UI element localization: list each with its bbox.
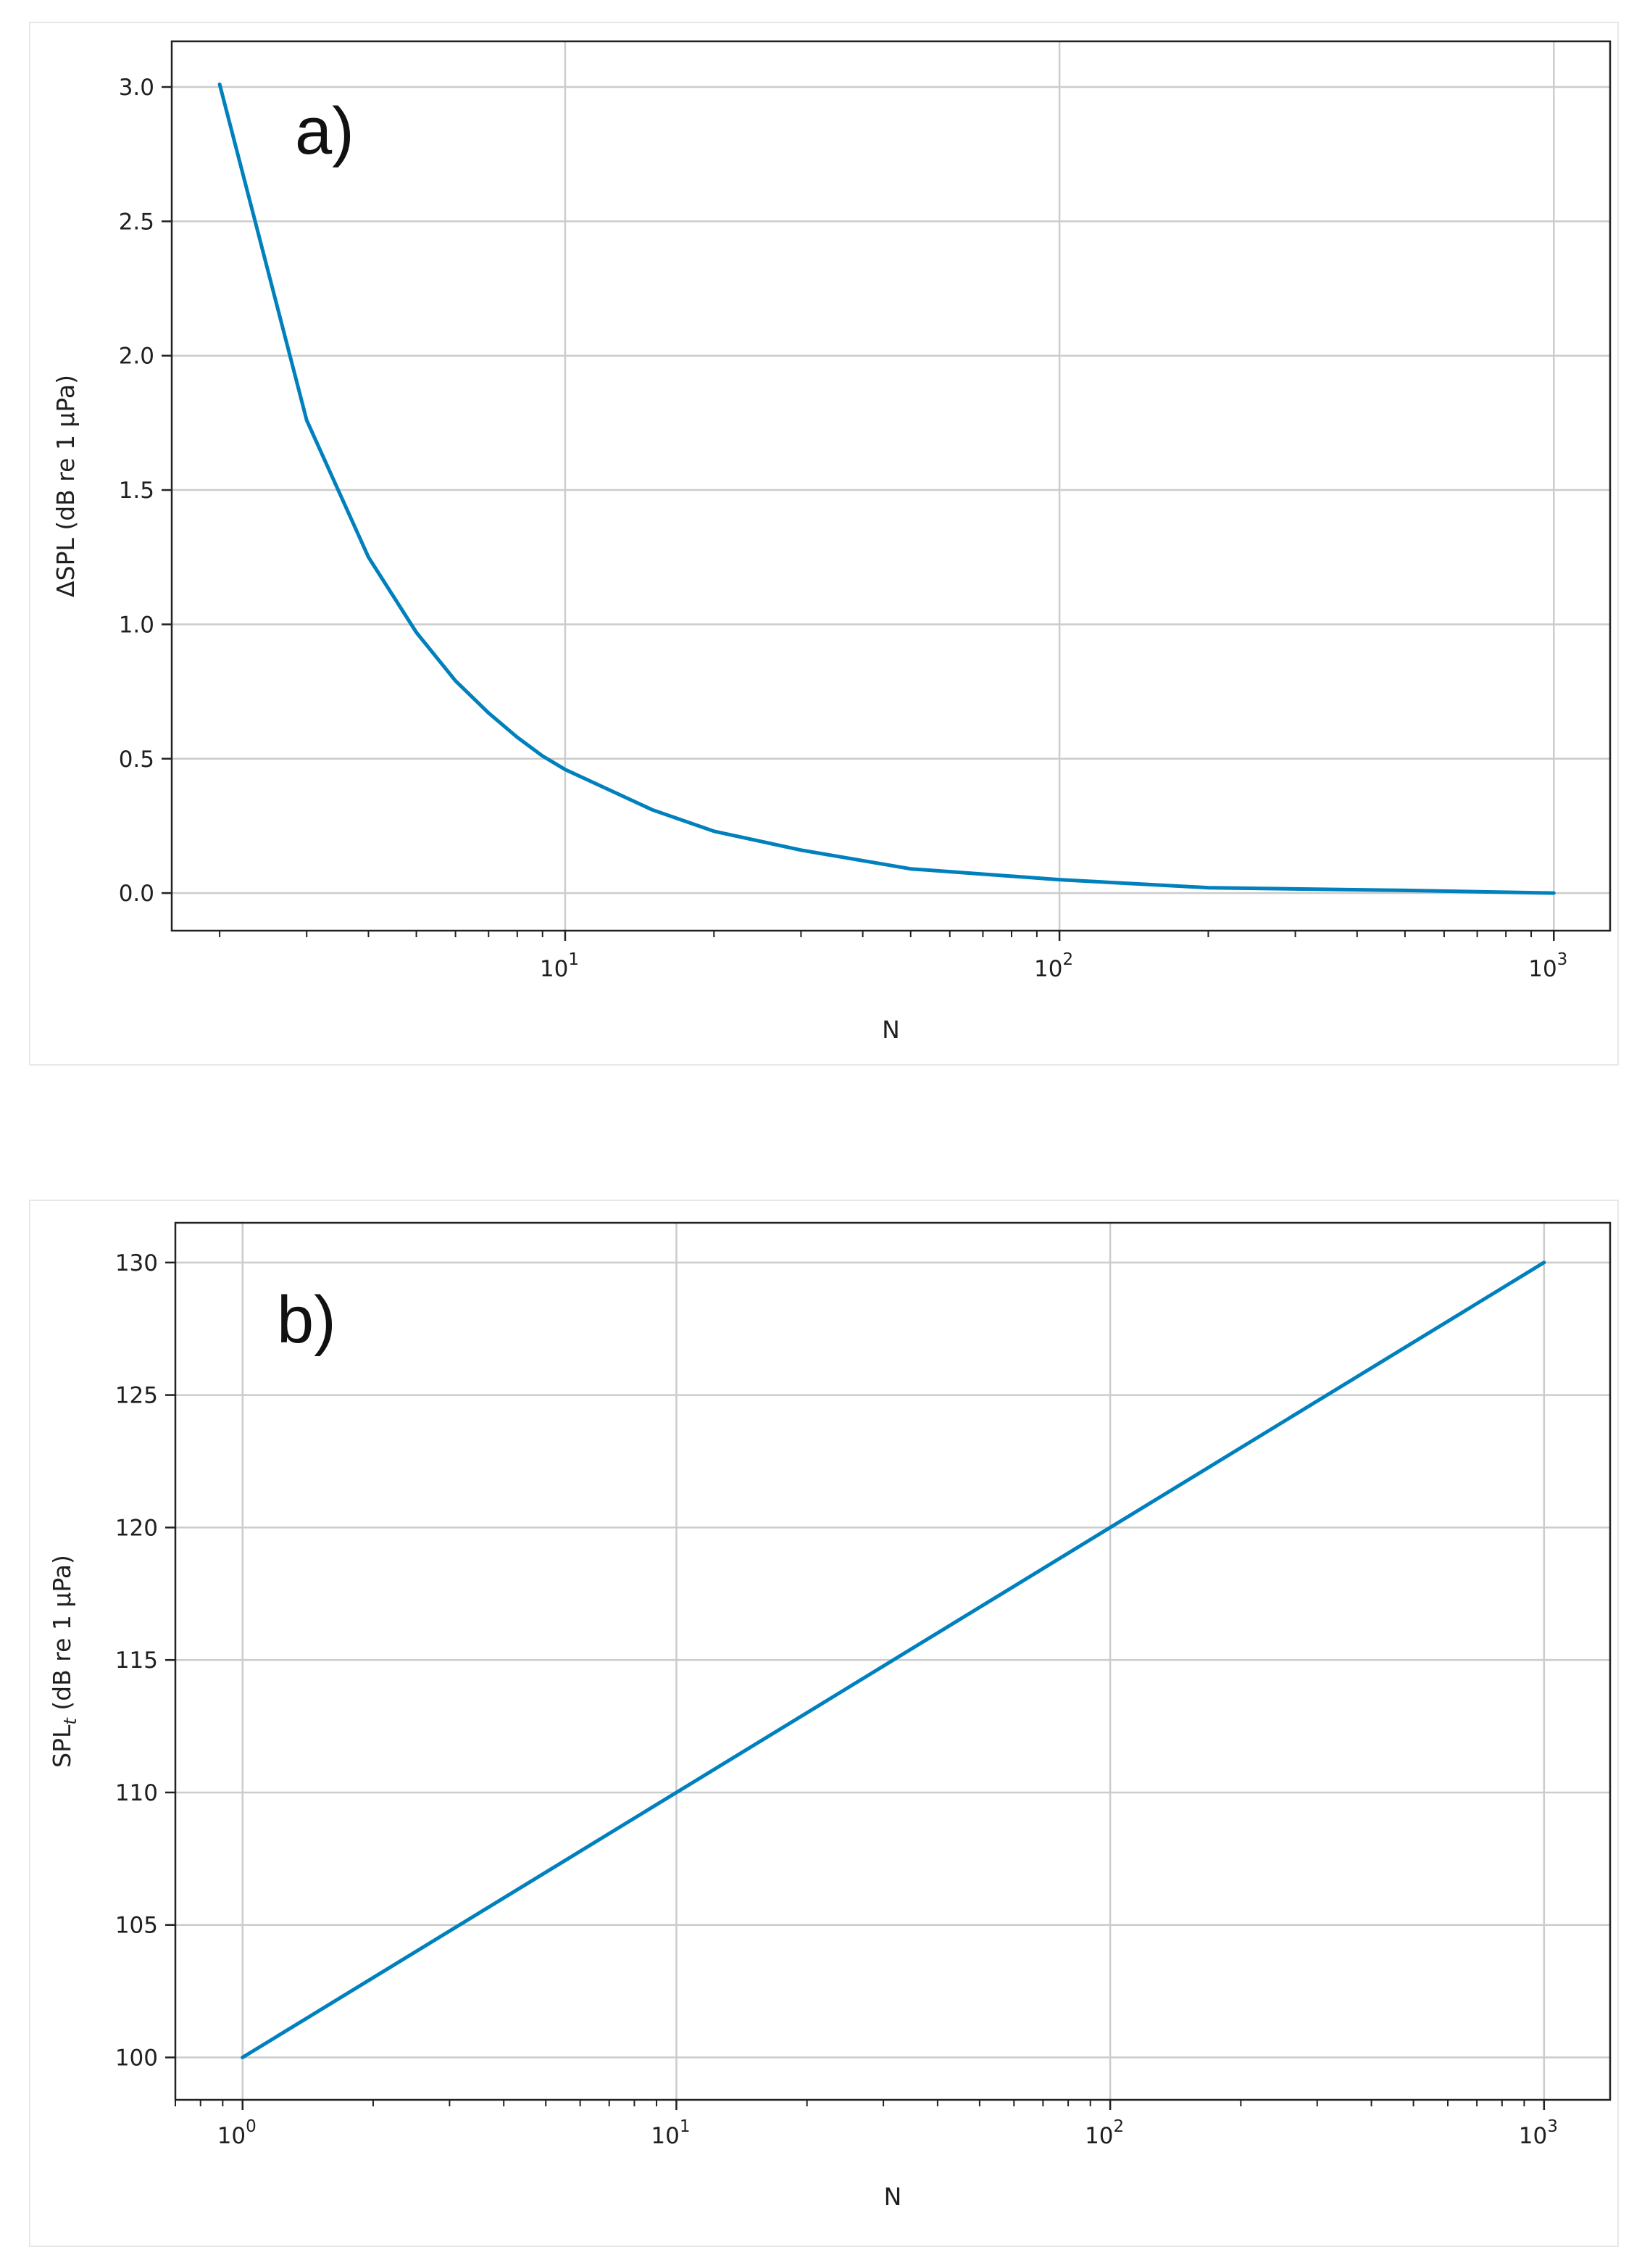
- y-tick-label: 3.0: [119, 75, 154, 101]
- y-tick-label: 0.0: [119, 881, 154, 907]
- x-tick-base: 10: [1528, 956, 1556, 982]
- x-tick-label: 103: [1528, 950, 1567, 982]
- y-axis-label: ΔSPL (dB re 1 µPa): [51, 375, 80, 597]
- x-tick-label: 102: [1034, 950, 1073, 982]
- x-tick-label: 100: [217, 2117, 257, 2149]
- x-tick-exponent: 3: [1547, 2117, 1558, 2136]
- x-tick-exponent: 2: [1063, 950, 1074, 969]
- y-tick-label: 1.5: [119, 478, 154, 504]
- series-line: [217, 82, 1556, 895]
- panel-tag-label: a): [295, 94, 354, 168]
- chart-panel-a: 101 102 103 0.0 0.5 1.0 1.5 2.0 2.5 3.0 N ΔSPL (dB …: [29, 22, 1619, 1066]
- x-tick-base: 10: [1085, 2123, 1113, 2149]
- y-tick-label: 2.5: [119, 209, 154, 235]
- plot-frame: [174, 1221, 1612, 2101]
- x-tick-exponent: 1: [680, 2117, 691, 2136]
- x-tick-exponent: 0: [246, 2117, 257, 2136]
- y-tick-label: 1.0: [119, 612, 154, 638]
- plot-frame: [170, 40, 1612, 932]
- x-tick-base: 10: [217, 2123, 246, 2149]
- x-tick-base: 10: [540, 956, 568, 982]
- y-tick-label: 120: [115, 1515, 158, 1541]
- y-tick-label: 115: [115, 1648, 158, 1674]
- x-tick-label: 101: [540, 950, 579, 982]
- x-tick-base: 10: [1519, 2123, 1547, 2149]
- y-tick-label: 2.0: [119, 344, 154, 370]
- series-line: [241, 1260, 1546, 2059]
- y-tick-label: 125: [115, 1383, 158, 1409]
- y-tick-label: 0.5: [119, 747, 154, 773]
- x-tick-label: 102: [1085, 2117, 1124, 2149]
- x-axis-label: N: [884, 2182, 902, 2211]
- x-tick-label: 103: [1519, 2117, 1558, 2149]
- y-tick-label: 105: [115, 1913, 158, 1939]
- x-tick-exponent: 1: [568, 950, 579, 969]
- panel-tag-label: b): [277, 1283, 336, 1357]
- y-axis-label-rest: (dB re 1 µPa): [48, 1555, 76, 1718]
- y-tick-label: 130: [115, 1250, 158, 1276]
- y-axis-label: SPLt (dB re 1 µPa): [48, 1555, 80, 1768]
- x-tick-label: 101: [651, 2117, 690, 2149]
- x-tick-base: 10: [651, 2123, 679, 2149]
- x-tick-exponent: 2: [1114, 2117, 1125, 2136]
- y-axis-label-subscript: t: [60, 1717, 80, 1725]
- x-axis-label: N: [882, 1015, 900, 1044]
- x-tick-exponent: 3: [1557, 950, 1568, 969]
- y-axis-label-main: SPL: [48, 1724, 76, 1768]
- x-tick-base: 10: [1034, 956, 1062, 982]
- y-tick-label: 110: [115, 1780, 158, 1806]
- y-axis-label-main: ΔSPL (dB re 1 µPa): [51, 375, 80, 597]
- chart-panel-b: 100 101 102 103 100 105 110 115 120 125 130 N SPLt (…: [29, 1200, 1619, 2247]
- y-tick-label: 100: [115, 2045, 158, 2072]
